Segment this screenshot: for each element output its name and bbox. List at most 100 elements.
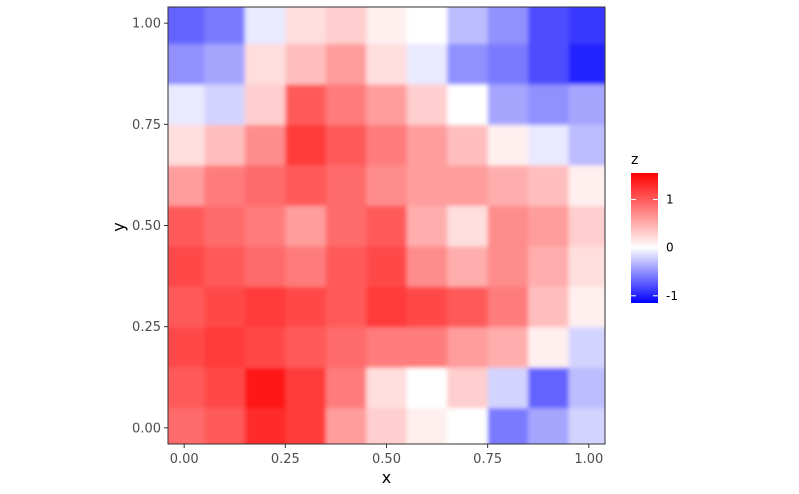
heat-cell: [487, 286, 529, 328]
heat-cell: [406, 245, 448, 287]
y-tick-label: 0.25: [132, 320, 161, 335]
heat-cell: [244, 367, 286, 409]
heat-cell: [204, 367, 246, 409]
heat-cell: [406, 7, 448, 45]
heat-cell: [244, 286, 286, 328]
heat-cell: [366, 205, 408, 247]
heat-cell: [568, 367, 605, 409]
heat-cell: [366, 326, 408, 368]
heat-cell: [168, 7, 206, 45]
heat-cell: [168, 43, 206, 85]
heat-cell: [168, 124, 206, 166]
heat-cell: [366, 286, 408, 328]
legend-colorbar: [631, 173, 658, 303]
heat-cell: [528, 205, 570, 247]
heat-cell: [325, 367, 367, 409]
heat-cell: [244, 245, 286, 287]
heat-cell: [204, 83, 246, 125]
heat-cell: [244, 407, 286, 444]
heat-cell: [406, 164, 448, 206]
heat-cell: [366, 124, 408, 166]
y-axis-title: y: [109, 222, 128, 231]
heat-cell: [447, 124, 489, 166]
heat-cell: [285, 7, 327, 45]
heat-cell: [366, 43, 408, 85]
heat-cell: [285, 205, 327, 247]
heat-cell: [366, 367, 408, 409]
heat-cell: [285, 407, 327, 444]
heat-cell: [528, 7, 570, 45]
y-axis: 0.00 0.25 0.50 0.75 1.00: [132, 17, 168, 436]
x-tick-label: 0.75: [473, 452, 502, 467]
heat-cell: [528, 43, 570, 85]
heat-cell: [168, 245, 206, 287]
heat-cell: [244, 7, 286, 45]
legend: z 1 0 -1: [631, 152, 678, 303]
heat-cell: [244, 326, 286, 368]
heat-cell: [325, 407, 367, 444]
heat-cell: [366, 164, 408, 206]
heat-cell: [406, 286, 448, 328]
y-tick-label: 0.00: [132, 421, 161, 436]
heat-cell: [168, 407, 206, 444]
heat-cell: [528, 326, 570, 368]
heat-cell: [204, 407, 246, 444]
heat-cell: [568, 407, 605, 444]
x-tick-label: 1.00: [574, 452, 603, 467]
heat-cell: [366, 407, 408, 444]
heat-cell: [447, 43, 489, 85]
heat-cell: [447, 407, 489, 444]
heat-cell: [204, 7, 246, 45]
heat-cell: [447, 326, 489, 368]
heat-cell: [168, 367, 206, 409]
heat-cell: [447, 164, 489, 206]
heat-cell: [244, 124, 286, 166]
x-axis: 0.00 0.25 0.50 0.75 1.00: [170, 444, 603, 467]
heat-cell: [487, 205, 529, 247]
heat-cell: [285, 245, 327, 287]
heat-cell: [285, 367, 327, 409]
heat-cell: [285, 83, 327, 125]
heatmap-cells: [168, 7, 605, 444]
heat-cell: [366, 83, 408, 125]
legend-tick-label: 1: [666, 192, 674, 206]
heat-cell: [244, 164, 286, 206]
heat-cell: [528, 124, 570, 166]
heat-cell: [325, 164, 367, 206]
heat-cell: [568, 205, 605, 247]
heat-cell: [568, 124, 605, 166]
heat-cell: [406, 326, 448, 368]
heat-cell: [325, 326, 367, 368]
heat-cell: [528, 286, 570, 328]
heat-cell: [568, 83, 605, 125]
heat-cell: [487, 245, 529, 287]
heat-cell: [528, 245, 570, 287]
heat-cell: [447, 83, 489, 125]
heat-cell: [325, 7, 367, 45]
heat-cell: [244, 205, 286, 247]
heat-cell: [168, 286, 206, 328]
heat-cell: [487, 83, 529, 125]
legend-ticks: 1 0 -1: [631, 192, 678, 303]
heat-cell: [325, 43, 367, 85]
heat-cell: [568, 326, 605, 368]
heat-cell: [568, 164, 605, 206]
heat-cell: [487, 124, 529, 166]
heat-cell: [487, 164, 529, 206]
x-axis-title: x: [382, 468, 391, 487]
heat-cell: [406, 205, 448, 247]
heat-cell: [204, 245, 246, 287]
heat-cell: [285, 43, 327, 85]
y-tick-label: 0.75: [132, 118, 161, 133]
heat-cell: [487, 407, 529, 444]
heat-cell: [447, 205, 489, 247]
heat-cell: [285, 326, 327, 368]
y-tick-label: 1.00: [132, 17, 161, 32]
heat-cell: [204, 164, 246, 206]
heat-cell: [244, 43, 286, 85]
heat-cell: [325, 286, 367, 328]
heat-cell: [406, 124, 448, 166]
x-tick-label: 0.50: [372, 452, 401, 467]
legend-tick-label: -1: [666, 289, 678, 303]
heat-cell: [568, 245, 605, 287]
